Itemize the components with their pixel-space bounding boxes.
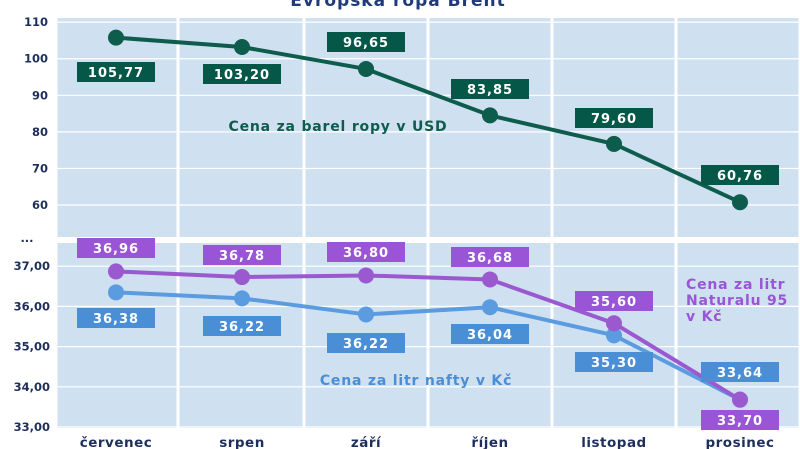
series-line bbox=[115, 290, 741, 402]
chart-title: Evropská ropa Brent bbox=[290, 0, 505, 11]
top-y-axis: 60 70 80 90 100 110 bbox=[24, 15, 800, 212]
data-label-box bbox=[203, 64, 281, 84]
data-label-box bbox=[203, 316, 281, 336]
annotation-natural-line3: v Kč bbox=[686, 309, 722, 325]
x-tick-label: srpen bbox=[219, 435, 265, 449]
top-panel-column bbox=[57, 18, 177, 237]
data-point bbox=[482, 299, 498, 316]
data-label: 103,20 bbox=[214, 68, 270, 83]
data-label-box bbox=[575, 108, 653, 128]
data-label-box bbox=[327, 32, 405, 52]
data-point bbox=[358, 267, 374, 284]
axis-break-label: ... bbox=[20, 231, 33, 245]
data-label-box bbox=[701, 165, 779, 185]
series-line bbox=[115, 269, 742, 402]
annotation-brent: Cena za barel ropy v USD bbox=[229, 119, 448, 135]
data-point bbox=[108, 263, 124, 280]
data-label: 36,68 bbox=[467, 251, 513, 266]
data-label: 33,70 bbox=[717, 414, 763, 429]
data-point bbox=[606, 135, 622, 152]
data-label: 60,76 bbox=[717, 169, 763, 184]
data-point bbox=[234, 290, 250, 307]
data-label-box bbox=[327, 333, 405, 353]
data-label-box bbox=[575, 352, 653, 372]
annotation-natural-line1: Cena za litr bbox=[686, 277, 785, 293]
data-point bbox=[732, 194, 748, 211]
data-point bbox=[234, 39, 250, 56]
data-point bbox=[606, 315, 622, 332]
data-labels: 105,77 103,20 96,65 83,85 79,60 60,76 36,38 36,… bbox=[77, 32, 779, 430]
x-tick-label: prosinec bbox=[705, 435, 774, 449]
x-tick-label: září bbox=[351, 435, 382, 449]
bottom-y-tick-label: 36,00 bbox=[14, 299, 50, 313]
data-label-box bbox=[451, 79, 529, 99]
bottom-y-axis: 33,00 34,00 35,00 36,00 37,00 bbox=[14, 259, 800, 434]
data-point bbox=[482, 107, 498, 124]
data-label: 36,22 bbox=[343, 337, 389, 352]
data-point bbox=[482, 271, 498, 288]
data-label: 35,60 bbox=[591, 295, 637, 310]
x-axis: červenec srpen září říjen listopad prosinec bbox=[80, 435, 774, 449]
bottom-y-tick-label: 33,00 bbox=[14, 420, 50, 434]
data-point bbox=[358, 306, 374, 323]
data-label-box bbox=[77, 308, 155, 328]
bottom-y-tick-label: 37,00 bbox=[14, 259, 50, 273]
x-tick-label: listopad bbox=[581, 435, 646, 449]
data-point bbox=[606, 327, 622, 344]
top-y-tick-label: 90 bbox=[32, 88, 48, 102]
data-point bbox=[358, 60, 374, 77]
data-label: 36,96 bbox=[93, 242, 139, 257]
annotation-natural-line2: Naturalu 95 bbox=[686, 293, 788, 309]
top-panel-column bbox=[429, 18, 551, 237]
data-label-box bbox=[77, 238, 155, 258]
annotation-diesel: Cena za litr nafty v Kč bbox=[320, 373, 512, 389]
data-label: 36,22 bbox=[219, 320, 265, 335]
data-label: 36,04 bbox=[467, 328, 513, 343]
data-label: 96,65 bbox=[343, 36, 389, 51]
top-panel-column bbox=[305, 18, 427, 237]
data-label: 36,80 bbox=[343, 246, 389, 261]
data-point bbox=[108, 29, 124, 46]
data-label: 83,85 bbox=[467, 83, 513, 98]
series-points bbox=[108, 29, 748, 408]
data-point bbox=[234, 269, 250, 286]
top-y-tick-label: 60 bbox=[32, 198, 48, 212]
top-y-tick-label: 70 bbox=[32, 161, 48, 175]
data-label-box bbox=[451, 324, 529, 344]
data-label: 36,78 bbox=[219, 249, 265, 264]
data-label: 33,64 bbox=[717, 366, 763, 381]
data-label-box bbox=[203, 245, 281, 265]
bottom-y-tick-label: 34,00 bbox=[14, 380, 50, 394]
top-y-tick-label: 110 bbox=[24, 15, 48, 29]
data-label: 35,30 bbox=[591, 356, 637, 371]
x-tick-label: červenec bbox=[80, 435, 153, 449]
top-y-tick-label: 80 bbox=[32, 125, 48, 139]
bottom-y-tick-label: 35,00 bbox=[14, 340, 50, 354]
data-label: 79,60 bbox=[591, 112, 637, 127]
data-label-box bbox=[701, 410, 779, 430]
data-point bbox=[108, 284, 124, 301]
x-tick-label: říjen bbox=[471, 435, 508, 449]
data-label-box bbox=[701, 362, 779, 382]
top-y-tick-label: 100 bbox=[24, 52, 48, 66]
data-label: 36,38 bbox=[93, 312, 139, 327]
data-label: 105,77 bbox=[88, 66, 144, 81]
series-lines bbox=[115, 35, 742, 402]
series-line bbox=[115, 35, 741, 205]
data-label-box bbox=[327, 242, 405, 262]
data-label-box bbox=[575, 291, 653, 311]
data-point bbox=[732, 391, 748, 408]
data-label-box bbox=[77, 62, 155, 82]
data-label-box bbox=[451, 247, 529, 267]
